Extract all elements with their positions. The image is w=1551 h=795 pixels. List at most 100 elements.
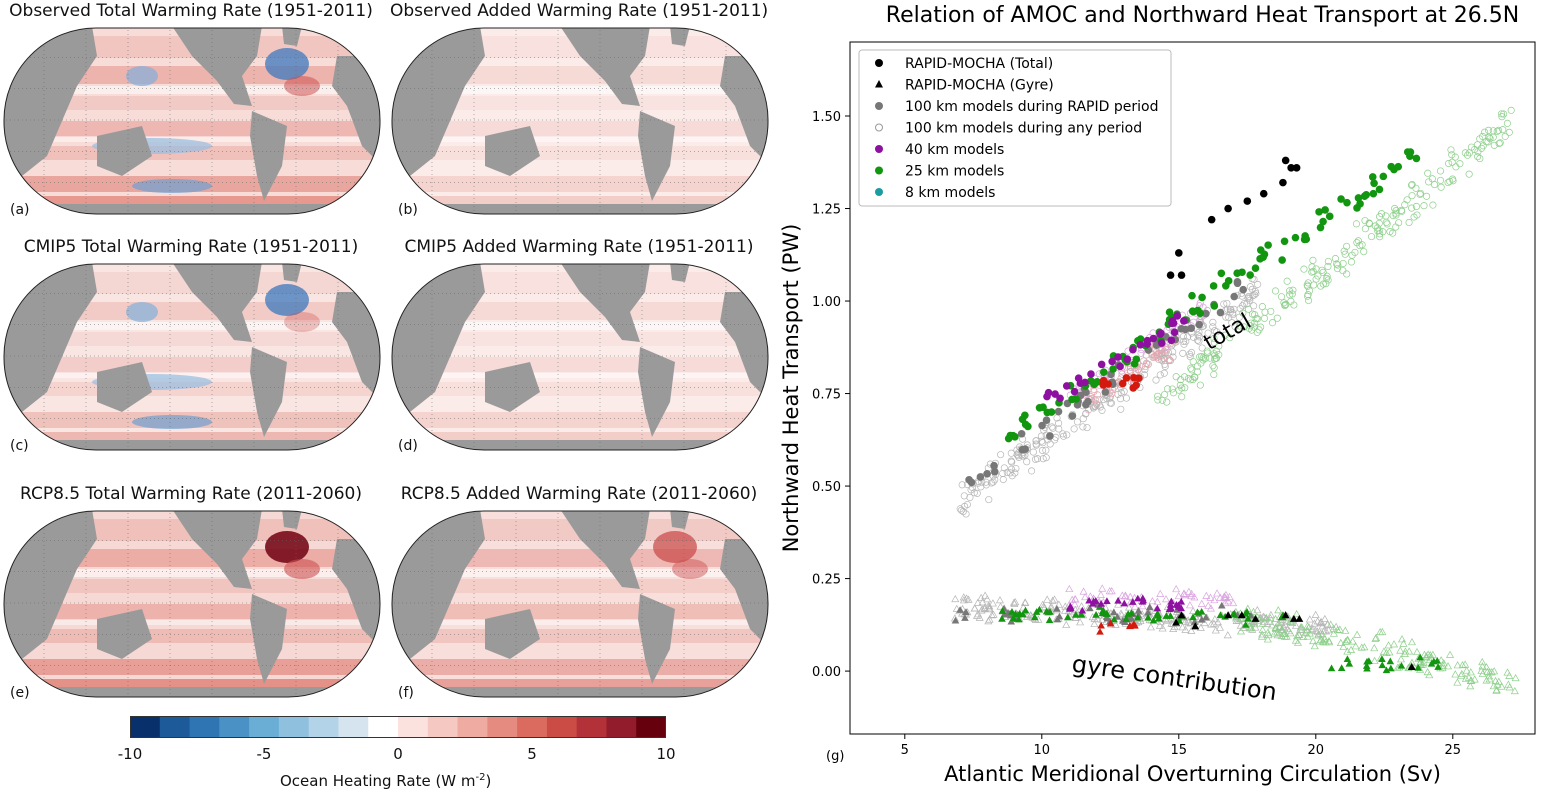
ensemble-point-gyre [1370,643,1379,652]
model-point-total [1280,237,1289,246]
ensemble-point-gyre [1200,618,1209,627]
ensemble-point-gyre [1258,630,1267,638]
ensemble-point-total [1189,358,1197,366]
model-point-gyre [1053,605,1061,612]
ensemble-point-total [1401,201,1409,209]
legend-label: 100 km models during RAPID period [905,99,1158,115]
model-point-gyre [1327,664,1336,672]
model-point-total [1084,397,1092,406]
ensemble-point-gyre [1353,630,1362,638]
ensemble-point-total [1193,362,1201,370]
model-point-gyre [1103,597,1111,604]
ensemble-point-gyre [1293,632,1302,640]
ensemble-point-total [1151,352,1159,360]
legend-box [858,49,1172,207]
ensemble-point-gyre [1153,597,1162,605]
ensemble-point-total [1309,256,1317,264]
model-point-total [990,461,998,470]
ensemble-point-total [1209,362,1217,370]
model-point-total [1114,353,1122,361]
model-point-total [1173,312,1182,320]
ensemble-point-total [1476,155,1484,163]
model-point-gyre [1089,597,1098,605]
ensemble-point-total [957,506,965,514]
ensemble-point-gyre [1048,596,1057,604]
model-point-gyre [1189,613,1197,621]
ensemble-point-gyre [1489,682,1498,690]
ensemble-point-total [1250,291,1258,299]
ensemble-point-gyre [1038,600,1047,608]
ensemble-point-total [1251,287,1259,295]
ensemble-point-total [1117,389,1125,397]
ensemble-point-gyre [1081,593,1090,601]
ensemble-point-total [1223,299,1231,307]
ensemble-point-gyre [1339,642,1348,650]
model-point-gyre [1008,607,1016,615]
model-point-gyre [1134,606,1143,614]
ensemble-point-total [1032,440,1040,448]
ensemble-point-total [1392,209,1400,217]
plot-area [950,106,1520,695]
model-point-total [1087,370,1095,378]
model-point-total [1319,217,1327,226]
model-point-total [1021,445,1029,454]
model-point-total [1337,195,1345,203]
ensemble-point-total [1280,299,1288,307]
ensemble-point-total [989,478,997,486]
ensemble-point-total [1303,292,1312,300]
model-point-total [1177,324,1186,333]
model-point-gyre [1085,596,1093,604]
colorbar-swatch [457,716,488,738]
ensemble-point-gyre [1335,625,1344,633]
ensemble-point-gyre [985,615,994,623]
model-point-total [1135,374,1143,382]
ensemble-point-gyre [1021,598,1030,606]
ensemble-point-total [1261,308,1269,316]
model-point-gyre [1149,616,1158,624]
ensemble-point-gyre [1425,655,1434,664]
ensemble-point-total [1202,354,1210,362]
ensemble-point-gyre [1077,602,1086,610]
ensemble-point-gyre [972,611,981,619]
ensemble-point-gyre [1156,589,1165,597]
model-point-gyre [1072,611,1080,618]
ensemble-point-gyre [1155,621,1164,629]
ensemble-point-gyre [1478,662,1487,670]
ensemble-point-gyre [1420,650,1429,658]
y-tick-label: 1.00 [812,295,841,310]
ensemble-point-total [1007,457,1015,465]
ensemble-point-gyre [1267,621,1277,629]
x-tick-label: 15 [1171,743,1188,758]
model-point-gyre [1198,615,1206,623]
ensemble-point-total [1505,128,1513,136]
ensemble-point-total [1507,106,1515,114]
ensemble-point-gyre [987,611,996,619]
map-title: RCP8.5 Total Warming Rate (2011-2060) [19,484,363,504]
colorbar-swatch [517,716,548,738]
ensemble-point-total [1028,467,1036,475]
model-point-total [1362,190,1371,199]
ensemble-point-total [1382,218,1390,226]
ensemble-point-total [1281,301,1289,309]
ensemble-point-total [1179,349,1187,357]
model-point-gyre [1363,657,1371,665]
ensemble-point-gyre [1215,623,1224,631]
model-point-total [1369,189,1378,198]
ensemble-point-total [1412,184,1420,192]
model-point-gyre [1174,601,1183,609]
model-point-gyre [1110,615,1118,623]
ensemble-point-total [1446,177,1454,185]
model-point-total [1099,368,1108,376]
ensemble-point-gyre [981,591,990,599]
ensemble-point-gyre [1494,677,1503,685]
model-point-total [1302,235,1311,244]
ensemble-point-total [1156,371,1164,379]
ensemble-point-total [1490,141,1498,149]
model-point-total [1202,309,1210,318]
ensemble-point-total [1007,449,1015,457]
ensemble-point-total [1260,314,1269,322]
chart-title: Relation of AMOC and Northward Heat Tran… [886,3,1519,28]
model-point-gyre [1416,653,1424,661]
ensemble-point-total [1210,350,1218,358]
model-point-total [1099,376,1108,385]
